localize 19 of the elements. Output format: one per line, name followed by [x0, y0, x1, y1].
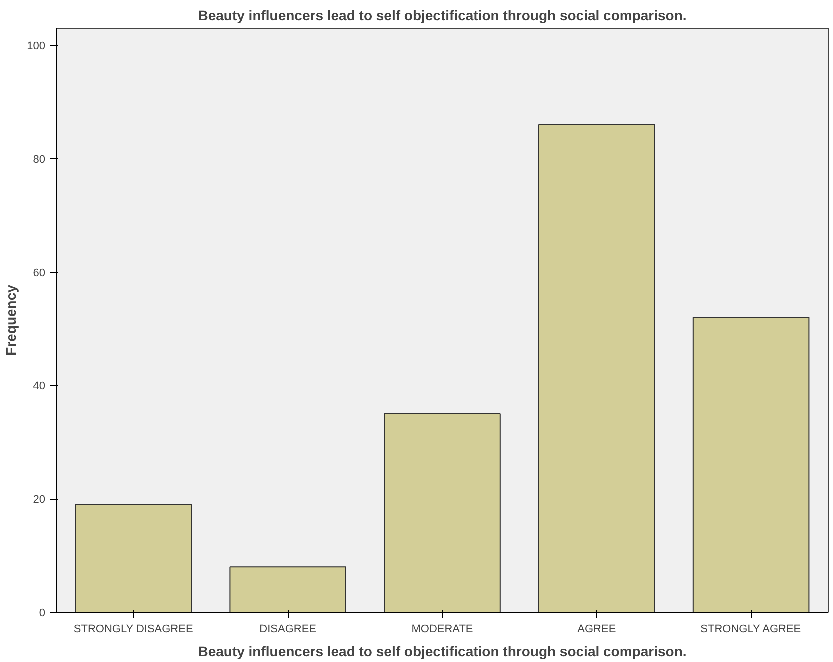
y-axis-title: Frequency [3, 284, 20, 356]
bar [384, 414, 501, 612]
y-tick-label: 20 [33, 494, 46, 506]
chart-title: Beauty influencers lead to self objectification through social comparison. [198, 8, 687, 24]
y-tick-label: 60 [33, 267, 46, 280]
x-tick-label: STRONGLY DISAGREE [74, 624, 194, 636]
y-tick-label: 40 [33, 380, 46, 393]
bar [75, 504, 192, 612]
x-tick-label: STRONGLY AGREE [700, 624, 802, 636]
y-tick-label: 100 [27, 40, 46, 53]
x-axis-title: Beauty influencers lead to self objectification through social comparison. [198, 644, 687, 660]
bar [538, 124, 656, 612]
bar [692, 317, 810, 612]
x-tick-label: MODERATE [412, 624, 474, 636]
y-tick-label: 0 [39, 608, 46, 620]
x-tick-label: DISAGREE [260, 624, 317, 636]
y-tick-label: 80 [33, 154, 46, 166]
bar [230, 566, 346, 612]
x-tick-label: AGREE [578, 624, 616, 636]
